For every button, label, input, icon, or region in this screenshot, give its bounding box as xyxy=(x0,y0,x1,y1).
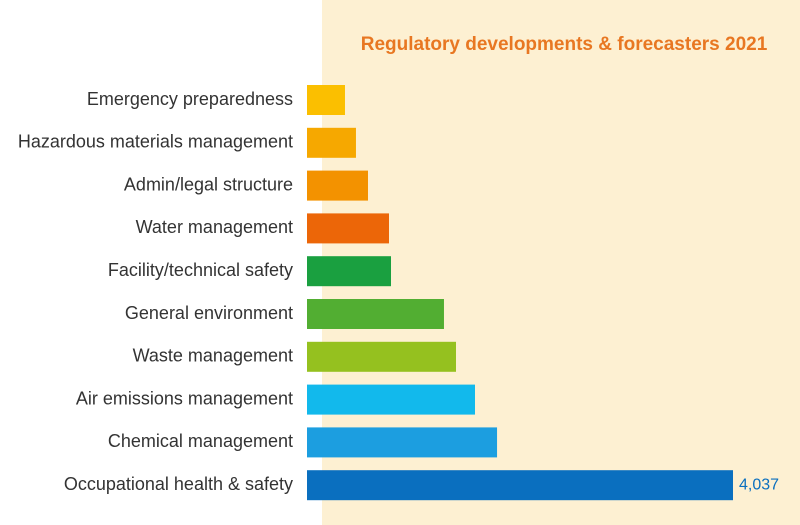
y-tick-label: Water management xyxy=(136,217,293,237)
y-tick-label: Hazardous materials management xyxy=(18,132,293,152)
bar xyxy=(307,256,391,287)
y-tick-label: Facility/technical safety xyxy=(108,260,293,280)
y-tick-label: Chemical management xyxy=(108,431,293,451)
chart-title: Regulatory developments & forecasters 20… xyxy=(361,34,768,55)
y-tick-label: Occupational health & safety xyxy=(64,474,293,494)
y-tick-label: Waste management xyxy=(133,346,293,366)
bar xyxy=(307,470,733,501)
bar xyxy=(307,384,475,415)
bar xyxy=(307,170,368,201)
bar xyxy=(307,127,356,158)
bar xyxy=(307,341,456,372)
value-label: 4,037 xyxy=(739,476,779,493)
y-tick-label: Emergency preparedness xyxy=(87,89,293,109)
y-tick-label: Air emissions management xyxy=(76,388,293,408)
bar xyxy=(307,213,389,244)
bar xyxy=(307,299,444,329)
y-tick-label: Admin/legal structure xyxy=(124,174,293,194)
bar xyxy=(307,427,498,458)
y-tick-label: General environment xyxy=(125,303,293,323)
bar xyxy=(307,85,345,115)
